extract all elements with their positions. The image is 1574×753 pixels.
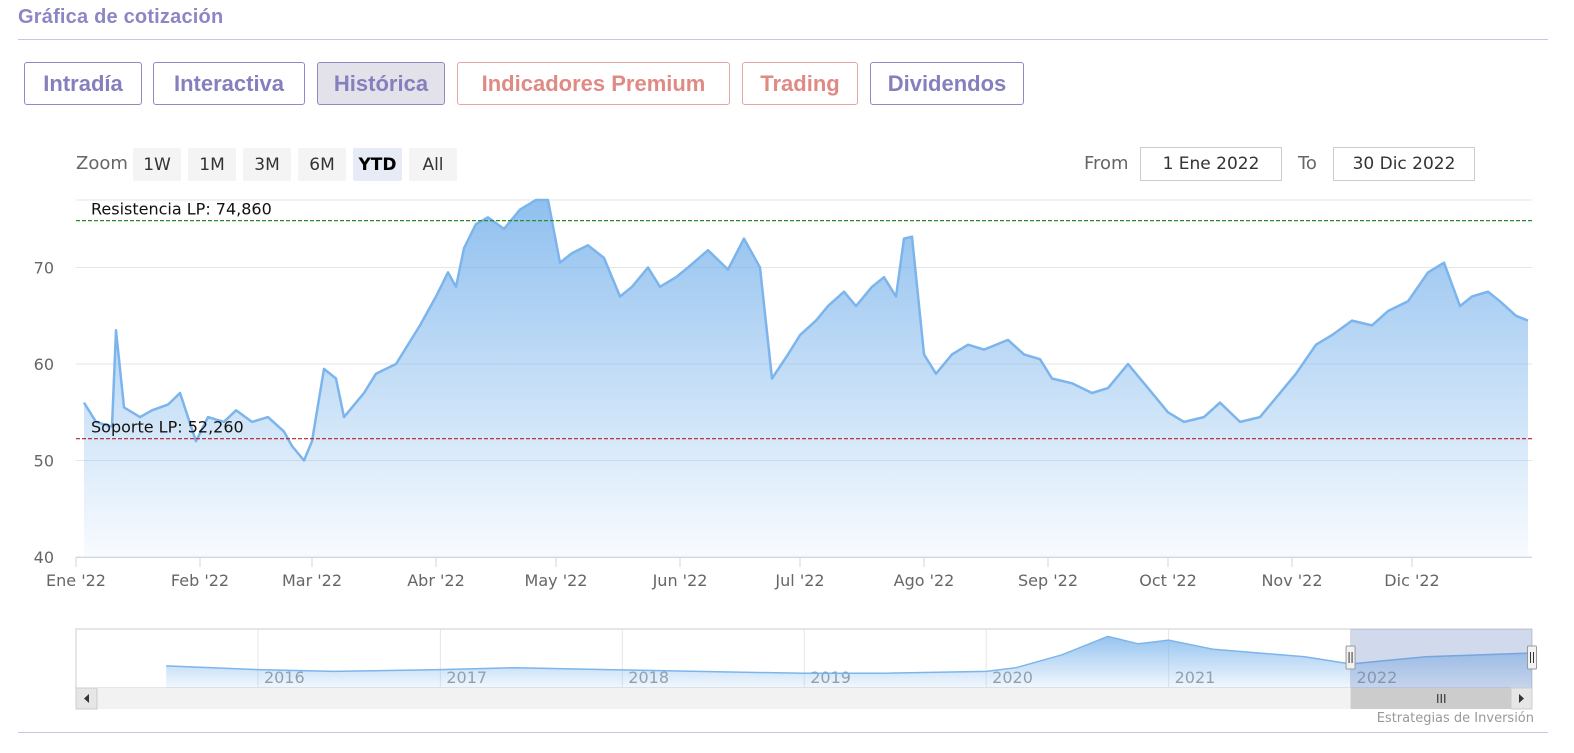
- arrow-right-icon: [1519, 694, 1524, 703]
- tab-dividendos[interactable]: Dividendos: [870, 62, 1024, 105]
- price-area: [84, 200, 1528, 557]
- navigator-year-label: 2021: [1175, 668, 1216, 687]
- price-line: [82, 198, 1529, 462]
- tab-indicadores-premium[interactable]: Indicadores Premium: [457, 62, 730, 105]
- x-tick-label: Dic '22: [1384, 571, 1439, 590]
- tab-interactiva[interactable]: Interactiva: [153, 62, 305, 105]
- navigator-year-label: 2018: [628, 668, 669, 687]
- x-tick-label: Feb '22: [171, 571, 229, 590]
- from-date-input[interactable]: 1 Ene 2022: [1140, 147, 1282, 181]
- navigator-year-label: 2016: [264, 668, 305, 687]
- from-label: From: [1084, 153, 1129, 174]
- handle-body[interactable]: [1527, 645, 1537, 670]
- zoom-button-1m[interactable]: 1M: [188, 148, 236, 181]
- x-tick-label: Mar '22: [282, 571, 342, 590]
- x-tick-label: Oct '22: [1139, 571, 1197, 590]
- x-tick-label: May '22: [525, 571, 588, 590]
- scroll-right-button[interactable]: [1510, 687, 1533, 710]
- x-tick-label: Ago '22: [894, 571, 955, 590]
- arrow-left-icon: [84, 694, 89, 703]
- section-title: Gráfica de cotización: [18, 6, 224, 28]
- tab-historica[interactable]: Histórica: [317, 62, 445, 105]
- handle-body[interactable]: [1345, 645, 1356, 670]
- resistance-label: Resistencia LP: 74,860: [91, 200, 272, 219]
- x-tick-label: Jun '22: [652, 571, 708, 590]
- to-label: To: [1298, 153, 1317, 174]
- zoom-button-1w[interactable]: 1W: [133, 148, 181, 181]
- support-label: Soporte LP: 52,260: [91, 418, 244, 437]
- scroll-left-button[interactable]: [75, 687, 98, 710]
- navigator-year-label: 2022: [1357, 668, 1398, 687]
- navigator-year-label: 2017: [446, 668, 487, 687]
- x-tick-label: Jul '22: [774, 571, 824, 590]
- x-tick-label: Ene '22: [46, 571, 106, 590]
- zoom-label: Zoom: [76, 153, 128, 174]
- navigator-left-handle[interactable]: [1345, 645, 1356, 670]
- scrollbar-grip: III: [1436, 692, 1447, 706]
- title-divider: [18, 39, 1548, 40]
- navigator-area: [166, 636, 1533, 688]
- zoom-button-ytd[interactable]: YTD: [353, 148, 402, 181]
- zoom-button-3m[interactable]: 3M: [243, 148, 291, 181]
- navigator-selection[interactable]: [1350, 629, 1532, 688]
- y-tick-label: 40: [34, 548, 54, 567]
- zoom-button-all[interactable]: All: [409, 148, 457, 181]
- x-tick-label: Abr '22: [407, 571, 465, 590]
- y-tick-label: 60: [34, 355, 54, 374]
- y-tick-label: 70: [34, 259, 54, 278]
- y-tick-label: 50: [34, 452, 54, 471]
- tab-trading[interactable]: Trading: [742, 62, 858, 105]
- x-tick-label: Sep '22: [1018, 571, 1078, 590]
- navigator-right-handle[interactable]: [1527, 645, 1537, 670]
- navigator-year-label: 2020: [992, 668, 1033, 687]
- scrollbar-track[interactable]: [76, 688, 1532, 709]
- to-date-input[interactable]: 30 Dic 2022: [1333, 147, 1475, 181]
- zoom-button-6m[interactable]: 6M: [298, 148, 346, 181]
- navigator-line: [166, 635, 1533, 675]
- bottom-divider: [18, 732, 1548, 733]
- navigator-frame[interactable]: [75, 628, 1533, 689]
- tab-intradia[interactable]: Intradía: [24, 62, 142, 105]
- credits: Estrategias de Inversión: [1376, 711, 1534, 726]
- scrollbar-thumb[interactable]: [1350, 688, 1532, 709]
- x-tick-label: Nov '22: [1261, 571, 1322, 590]
- navigator-year-label: 2019: [810, 668, 851, 687]
